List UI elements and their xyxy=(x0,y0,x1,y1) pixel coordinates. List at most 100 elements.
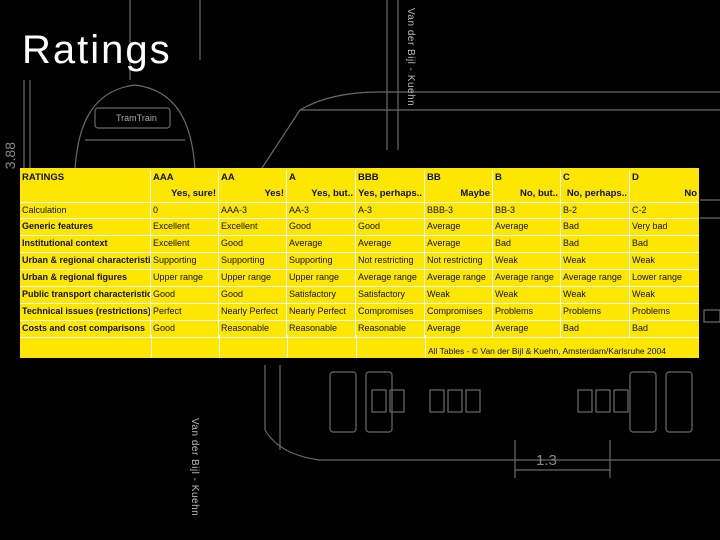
subheader-cell: No, perhaps.. xyxy=(561,186,630,202)
table-cell: Excellent xyxy=(219,219,287,236)
table-cell: Bad xyxy=(493,236,561,253)
header-cell: AAA xyxy=(151,170,219,186)
table-cell-empty xyxy=(630,287,699,304)
slide-title: Ratings xyxy=(22,28,172,72)
table-cell: Average xyxy=(425,219,493,236)
subheader-cell: Yes, but.. xyxy=(287,186,356,202)
column-divider xyxy=(425,335,426,358)
table-cell: Upper range xyxy=(219,270,287,287)
table-cell: Reasonable xyxy=(287,321,356,338)
row-label: Technical issues (restrictions) xyxy=(20,304,151,321)
table-cell: AA-3 xyxy=(287,202,356,219)
table-cell: Average xyxy=(493,321,561,338)
table-cell: Nearly Perfect xyxy=(219,304,287,321)
table-cell: Good xyxy=(356,219,425,236)
header-cell: A xyxy=(287,170,356,186)
table-cell: Average range xyxy=(561,270,630,287)
header-cell: BB xyxy=(425,170,493,186)
table-cell: A-3 xyxy=(356,202,425,219)
table-cell-empty xyxy=(630,236,699,253)
table-cell: Average xyxy=(425,236,493,253)
row-label: Costs and cost comparisons xyxy=(20,321,151,338)
table-cell-empty xyxy=(630,270,699,287)
table-cell: Satisfactory xyxy=(356,287,425,304)
table-cell: Upper range xyxy=(287,270,356,287)
table-cell-empty xyxy=(630,304,699,321)
table-cell-empty xyxy=(630,253,699,270)
vehicle-label: TramTrain xyxy=(116,113,157,123)
table-cell: Good xyxy=(151,287,219,304)
header-cell: RATINGS xyxy=(20,170,151,186)
table-cell: Weak xyxy=(425,287,493,304)
subheader-cell: Yes, sure! xyxy=(151,186,219,202)
table-cell: Weak xyxy=(493,287,561,304)
row-label: Calculation xyxy=(20,202,151,219)
header-cell: C xyxy=(561,170,630,186)
table-cell: AAA-3 xyxy=(219,202,287,219)
table-cell: Reasonable xyxy=(219,321,287,338)
table-cell: Compromises xyxy=(356,304,425,321)
table-cell: Supporting xyxy=(151,253,219,270)
header-cell: D xyxy=(632,172,639,183)
table-cell: BB-3 xyxy=(493,202,561,219)
row-label: Public transport characteristics xyxy=(20,287,151,304)
table-cell: Upper range xyxy=(151,270,219,287)
width-dimension: 1.3 xyxy=(536,452,557,469)
subheader-cell: No xyxy=(684,188,697,199)
table-cell-empty xyxy=(630,202,699,219)
table-cell: Weak xyxy=(561,253,630,270)
table-cell: Problems xyxy=(493,304,561,321)
header-cell: BBB xyxy=(356,170,425,186)
table-cell: Good xyxy=(219,287,287,304)
table-cell: Perfect xyxy=(151,304,219,321)
table-cell: Average range xyxy=(493,270,561,287)
table-cell: 0 xyxy=(151,202,219,219)
column-divider xyxy=(287,335,288,358)
table-cell: Not restricting xyxy=(356,253,425,270)
table-cell: Bad xyxy=(561,321,630,338)
table-cell: BBB-3 xyxy=(425,202,493,219)
row-label: Urban & regional characteristics xyxy=(20,253,151,270)
table-cell-empty xyxy=(630,219,699,236)
column-divider xyxy=(151,335,152,358)
table-cell: Not restricting xyxy=(425,253,493,270)
row-label: Urban & regional figures xyxy=(20,270,151,287)
header-cell: AA xyxy=(219,170,287,186)
table-cell: Good xyxy=(287,219,356,236)
table-cell: Satisfactory xyxy=(287,287,356,304)
table-cell: Reasonable xyxy=(356,321,425,338)
table-cell: Weak xyxy=(561,287,630,304)
subheader-cell: Yes, perhaps.. xyxy=(356,186,425,202)
table-cell: Supporting xyxy=(287,253,356,270)
subheader-cell xyxy=(20,186,151,202)
table-cell: B-2 xyxy=(561,202,630,219)
row-label: Institutional context xyxy=(20,236,151,253)
header-cell: B xyxy=(493,170,561,186)
table-cell: Bad xyxy=(561,236,630,253)
table-cell: Good xyxy=(151,321,219,338)
table-cell: Average xyxy=(356,236,425,253)
table-cell: Excellent xyxy=(151,236,219,253)
credit-bottom: Van der Bijl - Kuehn xyxy=(189,418,200,517)
table-cell: Average range xyxy=(356,270,425,287)
table-cell-empty xyxy=(630,321,699,338)
table-cell: Excellent xyxy=(151,219,219,236)
subheader-cell: Yes! xyxy=(219,186,287,202)
row-label: Generic features xyxy=(20,219,151,236)
table-cell: Average xyxy=(425,321,493,338)
ratings-table: RATINGS AAA AA A BBB BB B C D Yes, sure!… xyxy=(20,168,699,358)
column-divider xyxy=(356,335,357,358)
table-cell: Supporting xyxy=(219,253,287,270)
subheader-cell: Maybe xyxy=(425,186,493,202)
table-cell: Weak xyxy=(493,253,561,270)
table-cell: Problems xyxy=(561,304,630,321)
height-dimension: 3.88 xyxy=(2,142,18,170)
table-cell: Good xyxy=(219,236,287,253)
column-divider xyxy=(219,335,220,358)
table-cell: Compromises xyxy=(425,304,493,321)
table-cell: Average xyxy=(493,219,561,236)
table-cell: Bad xyxy=(561,219,630,236)
subheader-cell: No, but.. xyxy=(493,186,561,202)
table-cell: Average range xyxy=(425,270,493,287)
